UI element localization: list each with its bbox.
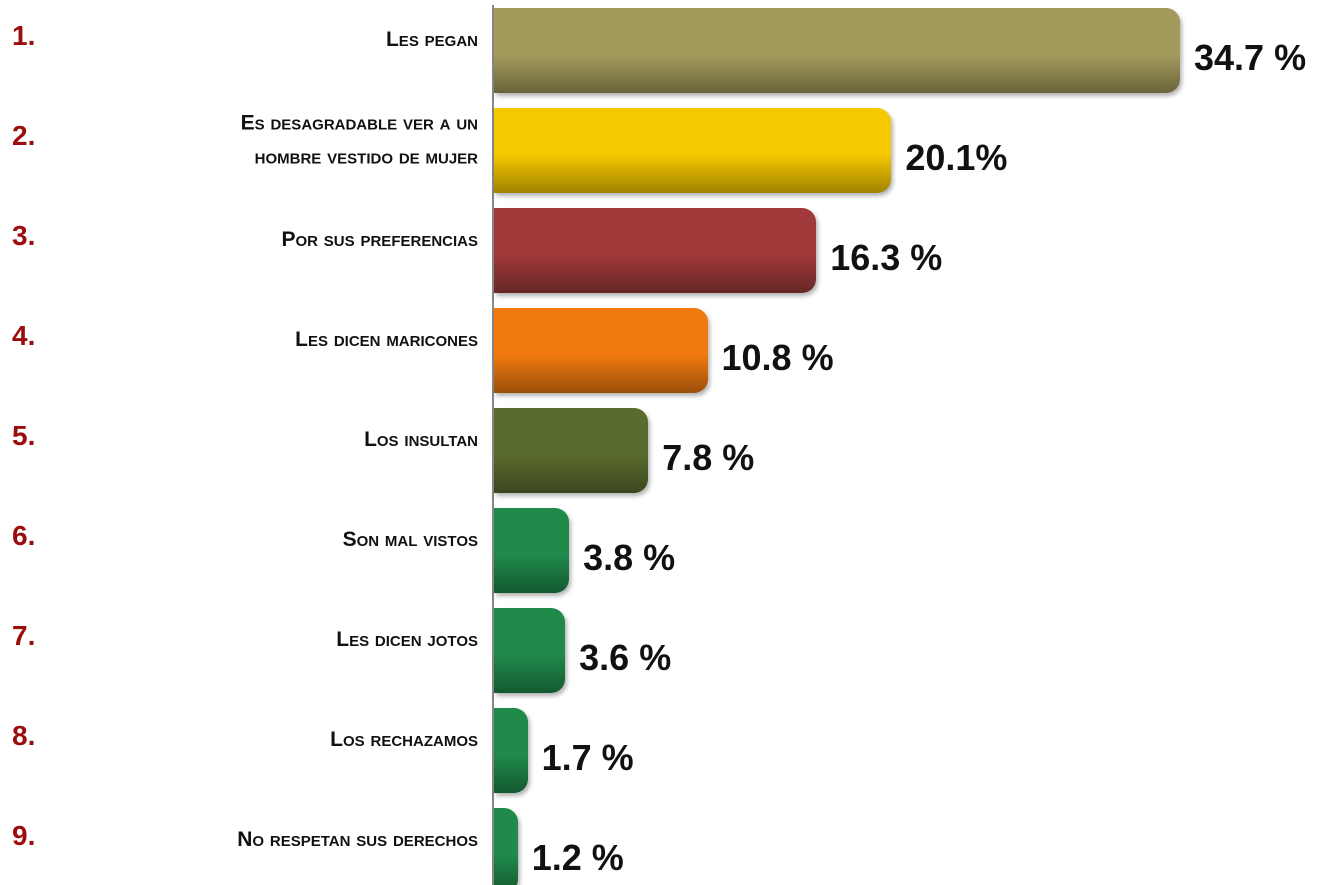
category-label: Les pegan	[385, 28, 478, 52]
rank-label: 8.	[12, 720, 36, 751]
axis-line	[492, 5, 494, 885]
value-label: 3.6 %	[579, 637, 672, 678]
category-label: Los rechazamos	[330, 728, 478, 752]
value-label: 1.2 %	[531, 837, 624, 878]
category-label: Por sus preferencias	[281, 228, 478, 252]
category-label: No respetan sus derechos	[237, 828, 478, 852]
bar	[494, 508, 570, 593]
category-label: Les dicen maricones	[295, 328, 478, 352]
category-label: Les dicen jotos	[336, 628, 478, 652]
bar	[494, 8, 1180, 93]
value-label: 3.8 %	[583, 537, 676, 578]
rank-label: 7.	[12, 620, 36, 651]
bar	[494, 608, 566, 693]
rank-label: 5.	[12, 420, 36, 451]
rank-label: 1.	[12, 20, 36, 51]
bar	[494, 708, 528, 793]
bar	[494, 408, 649, 493]
value-label: 20.1%	[905, 137, 1008, 178]
value-label: 16.3 %	[830, 237, 943, 278]
bar	[494, 108, 892, 193]
category-label: Los insultan	[364, 428, 478, 452]
rank-label: 6.	[12, 520, 36, 551]
rank-label: 3.	[12, 220, 36, 251]
rank-label: 4.	[12, 320, 36, 351]
category-label: Son mal vistos	[342, 528, 478, 552]
bar	[494, 208, 817, 293]
rank-label: 2.	[12, 120, 36, 151]
rank-label: 9.	[12, 820, 36, 851]
bar	[494, 808, 518, 885]
value-label: 1.7 %	[541, 737, 634, 778]
value-label: 34.7 %	[1194, 37, 1307, 78]
bar	[494, 308, 708, 393]
category-label: Es desagradable ver a un hombre vestido …	[240, 111, 478, 168]
value-label: 10.8 %	[721, 337, 834, 378]
value-label: 7.8 %	[662, 437, 755, 478]
